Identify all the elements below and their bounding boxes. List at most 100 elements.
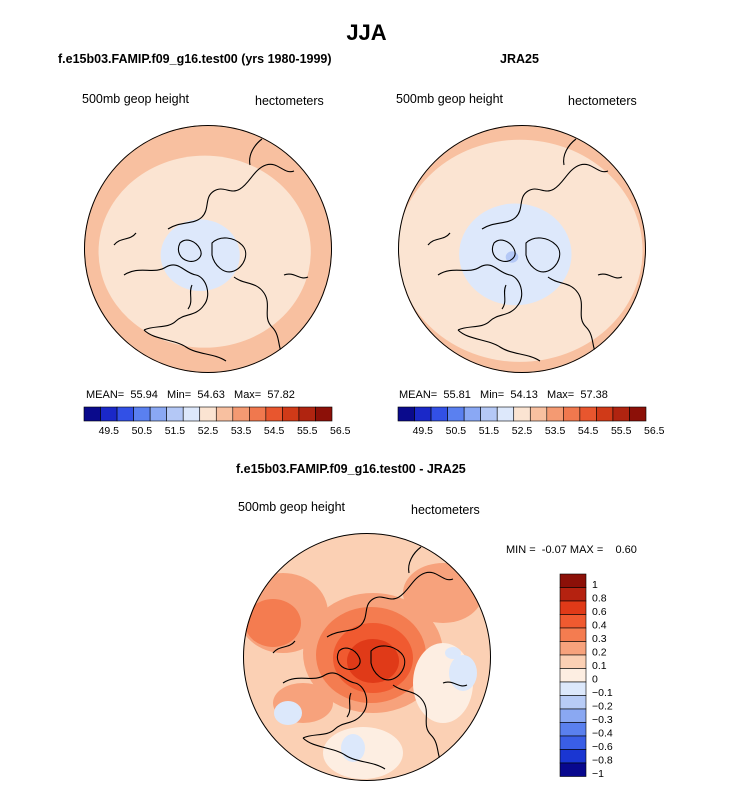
panel2-mean-value: 55.81 xyxy=(443,389,471,401)
panel3-colorbar-tick-label: 0 xyxy=(592,674,598,686)
panel2-coastline xyxy=(547,276,601,358)
panel1-colorbar-tick-label: 53.5 xyxy=(231,425,252,437)
panel1-colorbar-swatch xyxy=(149,406,167,422)
panel2-colorbar-swatch xyxy=(513,406,531,422)
panel1-coastline xyxy=(123,264,209,331)
panel2-colorbar-swatch xyxy=(596,406,614,422)
panel3-colorbar-swatch xyxy=(559,614,587,629)
panel1-mean-value: 55.94 xyxy=(130,389,158,401)
panel3-colorbar-swatch xyxy=(559,668,587,683)
panel1-min-value: 54.63 xyxy=(197,389,225,401)
panel3-colorbar-swatch xyxy=(559,627,587,642)
panel3-colorbar-tick-label: −0.1 xyxy=(592,687,613,699)
panel1-coastline xyxy=(211,237,247,273)
panel2-mean-label: MEAN= xyxy=(399,389,438,401)
panel1-colorbar-tick-label: 52.5 xyxy=(198,425,219,437)
panel2-colorbar-swatch xyxy=(397,406,415,422)
panel3-contour-band xyxy=(449,655,477,691)
panel3-coastline xyxy=(392,684,446,766)
panel1-max-label: Max= xyxy=(234,389,262,401)
panel2-min-value: 54.13 xyxy=(510,389,538,401)
panel2-colorbar-swatch xyxy=(612,406,630,422)
panel3-max-value: 0.60 xyxy=(615,544,637,556)
panel1-colorbar-tick-label: 51.5 xyxy=(165,425,186,437)
panel1-colorbar-tick-label: 55.5 xyxy=(297,425,318,437)
panel1-colorbar-tick-label: 54.5 xyxy=(264,425,285,437)
panel1-colorbar-swatch xyxy=(182,406,201,422)
panel2-colorbar-swatch xyxy=(629,406,647,422)
panel3-min-value: -0.07 xyxy=(541,544,567,556)
panel2-colorbar-tick-label: 56.5 xyxy=(644,425,665,437)
panel1-coastline xyxy=(177,239,202,262)
panel2-coastline xyxy=(481,188,555,230)
panel2-coastline xyxy=(427,232,451,246)
panel1-colorbar-swatch xyxy=(298,406,316,422)
panel3-coastline xyxy=(336,647,361,670)
panel1-coastline xyxy=(249,138,263,166)
panel2-coastline xyxy=(501,284,507,310)
panel3-coastline xyxy=(408,546,422,574)
panel3-contour-band xyxy=(245,599,301,647)
panel3-colorbar-swatch xyxy=(559,641,587,656)
panel3-coastline xyxy=(302,737,386,770)
panel2-colorbar-tick-label: 55.5 xyxy=(611,425,632,437)
panel1-colorbar-tick-label: 56.5 xyxy=(330,425,351,437)
panel3-units-label: hectometers xyxy=(411,503,480,517)
panel3-colorbar-tick-label: 0.4 xyxy=(592,620,607,632)
panel2-min-label: Min= xyxy=(480,389,505,401)
panel2-coastline xyxy=(563,138,577,166)
panel3-contour-band xyxy=(445,647,461,659)
panel3-max-label: MAX = xyxy=(569,544,604,556)
panel1-map-border xyxy=(84,125,332,373)
panel2-coastline xyxy=(457,329,541,362)
panel1-colorbar-swatch xyxy=(100,406,118,422)
panel1-colorbar-swatch xyxy=(232,406,250,422)
panel3-colorbar-swatch xyxy=(559,654,587,669)
panel1-map xyxy=(84,125,332,373)
panel2-colorbar-tick-label: 51.5 xyxy=(479,425,500,437)
panel3-colorbar-tick-label: 0.8 xyxy=(592,593,607,605)
panel3-colorbar-tick-label: −0.4 xyxy=(592,728,613,740)
panel1-colorbar-swatch xyxy=(166,406,184,422)
panel3-coastline xyxy=(370,645,406,681)
panel2-max-value: 57.38 xyxy=(580,389,608,401)
panel1-colorbar-swatch xyxy=(249,406,267,422)
panel2-max-label: Max= xyxy=(547,389,575,401)
panel3-contour-band xyxy=(341,734,365,762)
panel2-colorbar-swatch xyxy=(579,406,597,422)
panel1-coastline xyxy=(283,273,309,279)
panel3-colorbar-tick-label: 1 xyxy=(592,579,598,591)
panel3-min-label: MIN = xyxy=(506,544,536,556)
panel1-colorbar-swatch xyxy=(116,406,134,422)
panel1-colorbar-swatch xyxy=(199,406,217,422)
panel1-coastline xyxy=(187,284,193,310)
panel2-units-label: hectometers xyxy=(568,94,637,108)
panel3-variable-label: 500mb geop height xyxy=(238,500,346,514)
panel3-colorbar-tick-label: 0.6 xyxy=(592,606,607,618)
panel3-colorbar-swatch xyxy=(559,587,587,602)
panel2-colorbar-swatch xyxy=(480,406,498,422)
panel3-colorbar-tick-label: −0.2 xyxy=(592,701,613,713)
panel2-coastline xyxy=(597,273,623,279)
panel1-colorbar-swatch xyxy=(133,406,151,422)
panel1-variable-label: 500mb geop height xyxy=(82,92,190,106)
panel2-colorbar-swatch xyxy=(463,406,481,422)
panel3-colorbar-tick-label: −1 xyxy=(592,768,604,780)
panel3-colorbar-swatch xyxy=(559,735,587,750)
panel2-colorbar-swatch xyxy=(529,406,548,422)
panel1-field xyxy=(84,125,332,373)
panel3-colorbar: 1 0.80.6 0.40.3 0.20.1 0−0.1 −0.2−0.3 −0.4−0.6… xyxy=(559,573,613,780)
panel3-colorbar-swatch xyxy=(559,749,587,764)
panel2-colorbar-tick-label: 52.5 xyxy=(512,425,533,437)
panel2-map xyxy=(398,125,646,373)
panel2-coastline xyxy=(553,163,609,190)
panel3-title: f.e15b03.FAMIP.f09_g16.test00 - JRA25 xyxy=(236,462,466,476)
panel2-colorbar-swatch xyxy=(414,406,432,422)
panel3-colorbar-tick-label: −0.8 xyxy=(592,755,613,767)
panel3-colorbar-swatch xyxy=(559,695,587,710)
page-title: JJA xyxy=(346,20,387,45)
panel1-colorbar-swatch xyxy=(83,406,101,422)
panel2-colorbar-tick-label: 49.5 xyxy=(413,425,434,437)
panel2-colorbar-swatch xyxy=(430,406,448,422)
panel3-map xyxy=(243,533,491,781)
